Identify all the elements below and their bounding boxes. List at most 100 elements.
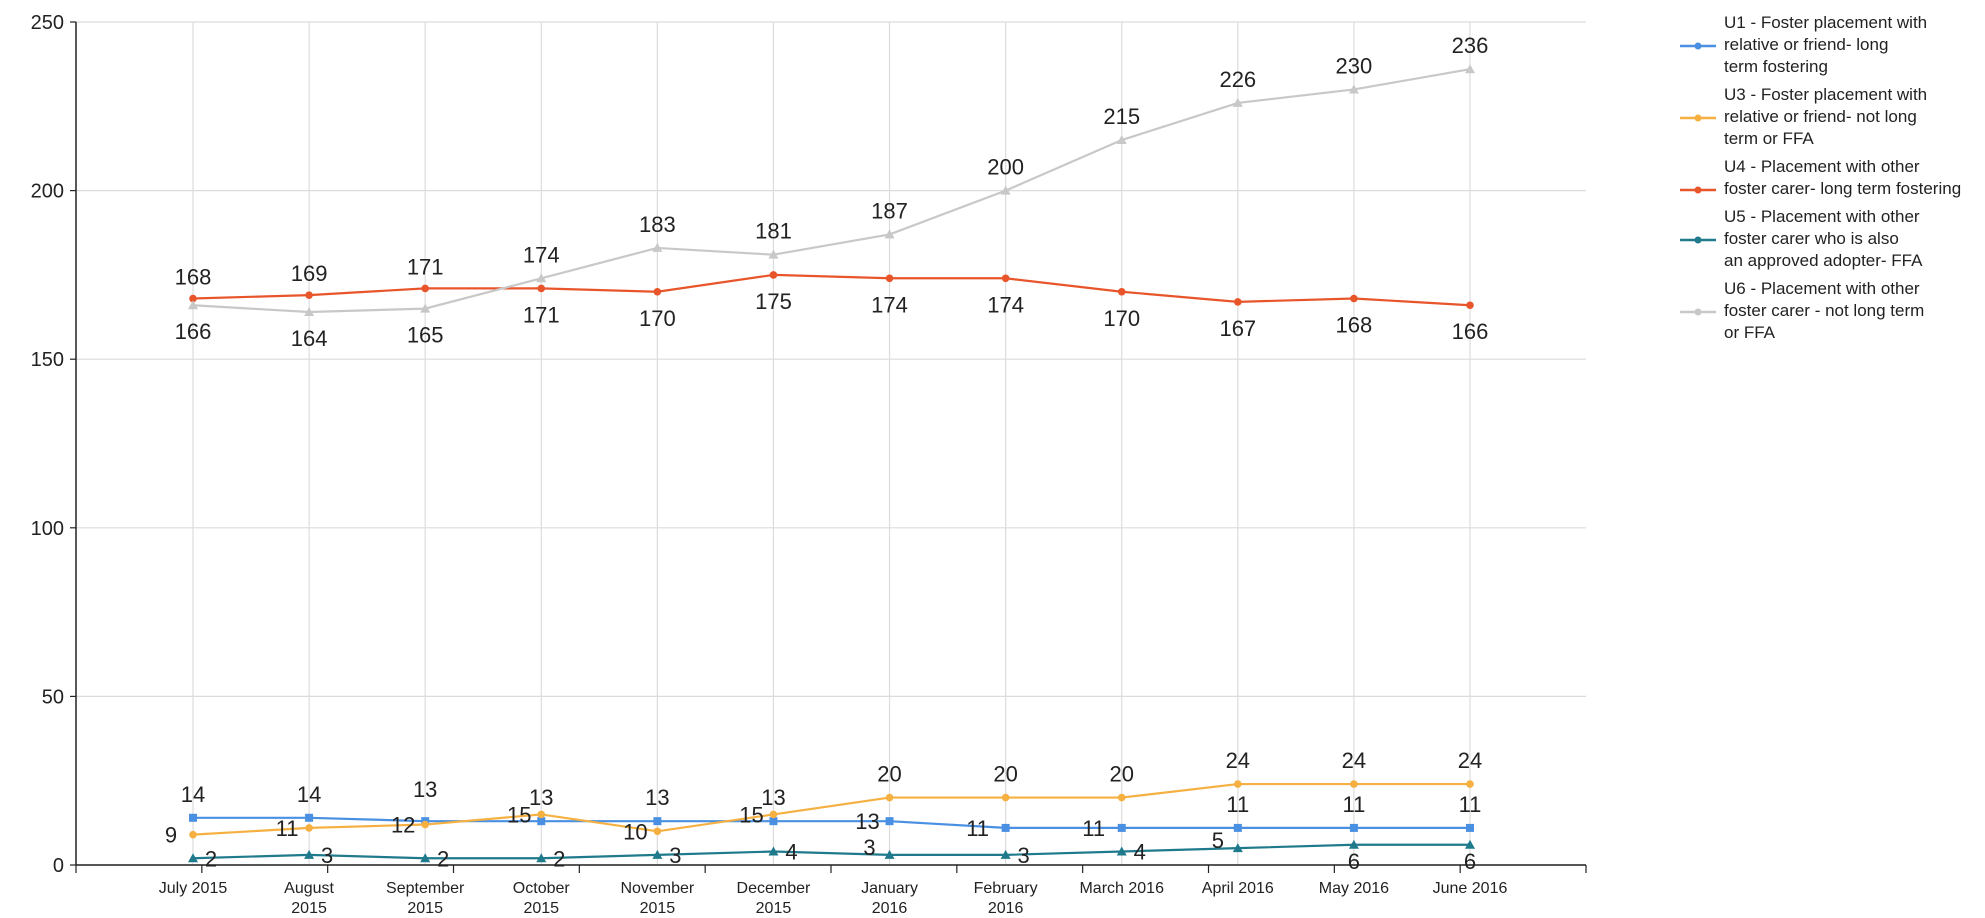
data-point: [1465, 64, 1475, 74]
data-label: 11: [1342, 792, 1365, 817]
data-point: [884, 229, 895, 239]
data-label: 11: [1459, 792, 1482, 817]
data-label: 236: [1452, 33, 1489, 58]
data-label: 5: [1212, 828, 1224, 853]
data-point: [885, 817, 894, 826]
data-label: 20: [1109, 762, 1133, 787]
data-label: 11: [1082, 816, 1105, 841]
legend-marker: [1694, 186, 1702, 194]
data-labels: 14 14 13 13 13 13 13 11 11 11 11 11 9 11 12 15 10 15 20 20 2…: [165, 33, 1488, 874]
legend-label: foster carer - not long term: [1724, 301, 1924, 320]
data-label: 174: [523, 242, 560, 267]
data-label: 13: [645, 785, 669, 810]
data-label: 9: [165, 823, 177, 848]
series-line: [192, 782, 1470, 836]
data-point: [1116, 135, 1127, 145]
data-point: [1233, 823, 1242, 832]
data-label: 13: [529, 785, 553, 810]
data-label: 171: [407, 254, 444, 279]
axes: [70, 21, 1587, 873]
data-label: 181: [755, 219, 792, 244]
data-point: [188, 300, 198, 310]
x-axis-ticks: July 2015 August 2015 September 2015 October 2…: [159, 880, 1508, 917]
data-point: [305, 824, 313, 832]
data-point: [537, 810, 546, 819]
legend-label: U3 - Foster placement with: [1724, 85, 1927, 104]
data-point: [1466, 823, 1474, 832]
legend-label: relative or friend- long: [1724, 35, 1888, 54]
x-tick-label: 2015: [523, 900, 559, 917]
x-tick-label: March 2016: [1079, 880, 1164, 897]
data-point: [1116, 846, 1127, 856]
x-tick-label: 2016: [988, 900, 1024, 917]
data-label: 168: [1336, 313, 1373, 338]
data-label: 2: [205, 846, 217, 871]
data-point: [653, 287, 662, 296]
data-point: [1465, 839, 1475, 849]
data-point: [1466, 780, 1474, 788]
legend-label: or FFA: [1724, 323, 1776, 342]
data-label: 24: [1342, 748, 1366, 773]
data-label: 13: [413, 777, 437, 802]
legend: U1 - Foster placement with relative or fr…: [1680, 13, 1961, 342]
legend-marker: [1694, 114, 1702, 122]
data-label: 6: [1348, 849, 1360, 874]
x-tick-label: 2015: [407, 900, 443, 917]
x-tick-label: 2016: [872, 900, 908, 917]
data-point: [1348, 839, 1359, 849]
data-point: [421, 820, 429, 829]
legend-label: U4 - Placement with other: [1724, 157, 1920, 176]
data-label: 230: [1336, 53, 1373, 78]
data-point: [1466, 301, 1474, 310]
legend-label: U6 - Placement with other: [1724, 279, 1920, 298]
data-label: 15: [739, 802, 763, 827]
x-tick-label: July 2015: [159, 880, 228, 897]
data-point: [1234, 780, 1242, 788]
x-tick-label: October: [513, 880, 571, 897]
data-label: 170: [639, 306, 676, 331]
legend-label: relative or friend- not long: [1724, 107, 1917, 126]
series-line: [192, 68, 1471, 314]
x-tick-label: August: [284, 880, 334, 897]
y-tick-label: 100: [31, 518, 64, 540]
data-point: [768, 249, 779, 259]
data-point: [304, 849, 315, 859]
data-point: [1234, 298, 1242, 306]
x-tick-label: January: [861, 880, 918, 897]
legend-label: term fostering: [1724, 57, 1828, 76]
data-point: [769, 271, 778, 279]
data-point: [1001, 793, 1010, 802]
y-tick-label: 200: [31, 181, 64, 203]
data-label: 11: [966, 816, 989, 841]
y-tick-label: 50: [42, 686, 64, 708]
data-point: [420, 853, 431, 863]
data-label: 166: [1452, 319, 1489, 344]
y-tick-label: 150: [31, 349, 64, 371]
data-point: [1349, 823, 1358, 832]
data-label: 174: [987, 292, 1024, 317]
data-point: [1232, 97, 1243, 107]
series-line: [192, 273, 1471, 307]
data-label: 3: [669, 843, 681, 868]
legend-label: U5 - Placement with other: [1724, 207, 1920, 226]
data-point: [652, 849, 663, 859]
data-point: [1232, 843, 1243, 853]
legend-label: an approved adopter- FFA: [1724, 251, 1923, 270]
data-label: 165: [407, 323, 444, 348]
gridlines: [76, 21, 1586, 866]
x-tick-label: September: [386, 880, 465, 897]
data-label: 200: [987, 155, 1024, 180]
data-label: 24: [1226, 748, 1250, 773]
data-label: 171: [523, 302, 560, 327]
data-point: [1117, 823, 1126, 832]
x-tick-label: 2015: [756, 900, 792, 917]
data-point: [769, 810, 778, 819]
series-line: [193, 816, 1470, 830]
data-label: 170: [1103, 306, 1140, 331]
legend-marker: [1694, 42, 1702, 50]
data-point: [304, 306, 315, 316]
legend-label: term or FFA: [1724, 129, 1814, 148]
data-point: [305, 291, 313, 299]
data-label: 187: [871, 198, 908, 223]
data-point: [769, 817, 778, 826]
